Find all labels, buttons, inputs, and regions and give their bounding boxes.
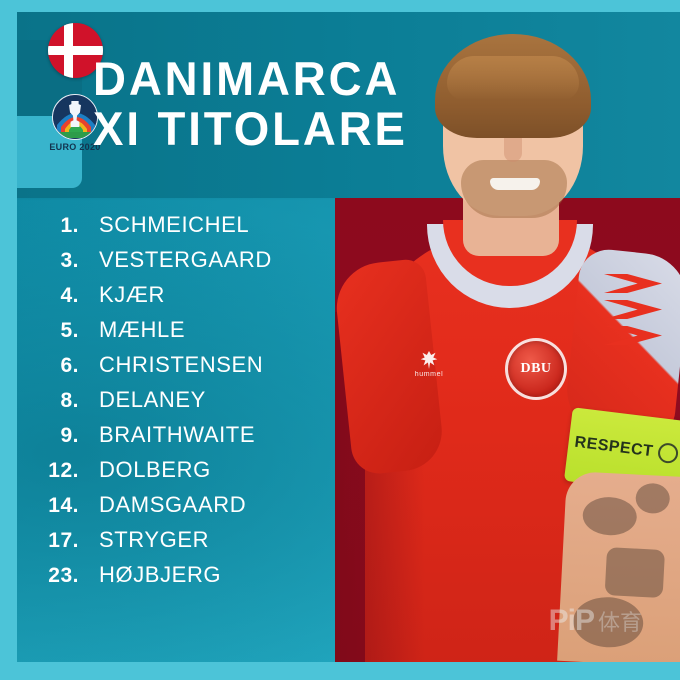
denmark-flag-icon <box>48 23 103 78</box>
player-name: MÆHLE <box>99 317 186 342</box>
player-number: 23. <box>48 564 79 587</box>
player-number: 5. <box>60 319 79 342</box>
lineup-row: 17. STRYGER <box>17 527 347 562</box>
lineup-row: 14. DAMSGAARD <box>17 492 347 527</box>
page-title: DANIMARCA XI TITOLARE <box>93 54 473 154</box>
lineup-row: 6. CHRISTENSEN <box>17 352 347 387</box>
player-name: VESTERGAARD <box>99 247 272 272</box>
player-number: 9. <box>60 424 79 447</box>
lineup-row: 9. BRAITHWAITE <box>17 422 347 457</box>
euro-trophy-icon <box>69 101 81 127</box>
player-number: 12. <box>48 459 79 482</box>
player-number: 3. <box>60 249 79 272</box>
watermark: PiP 体育 <box>549 604 642 638</box>
player-photo-backdrop <box>335 198 680 662</box>
watermark-wordmark: PiP <box>548 604 595 637</box>
lineup-row: 1. SCHMEICHEL <box>17 212 347 247</box>
player-name: STRYGER <box>99 527 210 552</box>
player-number: 4. <box>60 284 79 307</box>
player-number: 1. <box>60 214 79 237</box>
player-name: DELANEY <box>99 387 206 412</box>
lineup-row: 8. DELANEY <box>17 387 347 422</box>
player-number: 14. <box>48 494 79 517</box>
euro-2020-logo-icon: EURO 2020 <box>49 94 101 152</box>
lineup-list: 1. SCHMEICHEL 3. VESTERGAARD 4. KJÆR 5. … <box>17 212 347 597</box>
player-name: KJÆR <box>99 282 165 307</box>
lineup-row: 12. DOLBERG <box>17 457 347 492</box>
player-number: 6. <box>60 354 79 377</box>
lineup-row: 5. MÆHLE <box>17 317 347 352</box>
main-panel: DBU hummel RESPECT <box>17 12 680 662</box>
lineup-row: 3. VESTERGAARD <box>17 247 347 282</box>
watermark-cjk-text: 体育 <box>597 611 642 636</box>
flag-cross-horizontal <box>48 46 103 55</box>
player-name: DAMSGAARD <box>99 492 247 517</box>
player-name: DOLBERG <box>99 457 211 482</box>
player-number: 17. <box>48 529 79 552</box>
player-name: HØJBJERG <box>99 562 222 587</box>
euro-2020-label: EURO 2020 <box>49 142 101 152</box>
title-line-country: DANIMARCA <box>93 52 401 105</box>
title-line-subtitle: XI TITOLARE <box>93 102 408 155</box>
euro-2020-emblem <box>52 94 98 140</box>
player-number: 8. <box>60 389 79 412</box>
player-name: SCHMEICHEL <box>99 212 250 237</box>
player-name: CHRISTENSEN <box>99 352 264 377</box>
lineup-row: 23. HØJBJERG <box>17 562 347 597</box>
player-name: BRAITHWAITE <box>99 422 256 447</box>
lineup-row: 4. KJÆR <box>17 282 347 317</box>
